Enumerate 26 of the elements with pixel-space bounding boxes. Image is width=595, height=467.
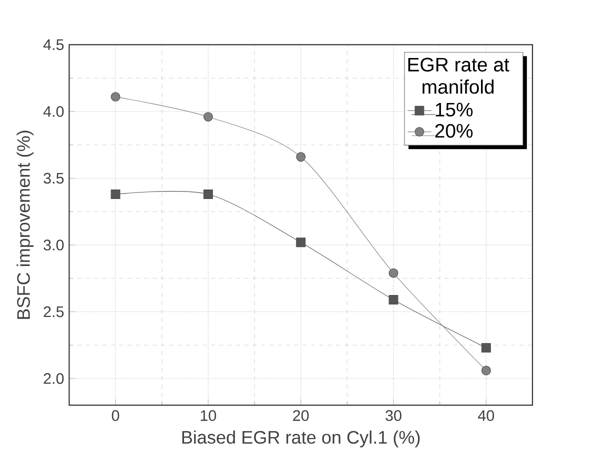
legend-label: 20% [435,124,473,138]
y-tick-label: 2.0 [44,373,64,384]
legend-title: EGR rate at manifold [408,58,510,94]
y-tick-label: 4.5 [43,40,64,50]
x-tick-label: 20 [293,410,309,422]
x-tick-label: 0 [112,410,120,422]
x-axis-title: Biased EGR rate on Cyl.1 (%) [182,430,420,448]
point [203,190,213,200]
point [296,152,306,162]
y-axis-title: BSFC improvement (%) [16,131,34,320]
y-tick-label: 4.0 [43,106,64,118]
y-tick-label: 3.0 [44,240,64,251]
y-tick-label: 3.5 [44,173,64,184]
point [203,112,213,122]
y-tick-label: 2.5 [44,306,64,318]
point [388,295,398,305]
x-tick-label: 30 [386,410,402,422]
point [296,238,306,248]
point [110,92,120,102]
point [388,268,398,278]
x-tick-label: 10 [200,410,216,422]
x-tick-label: 40 [478,410,494,422]
legend-label: 15% [436,103,473,117]
point [481,366,491,376]
point [481,343,491,353]
point [110,190,120,200]
